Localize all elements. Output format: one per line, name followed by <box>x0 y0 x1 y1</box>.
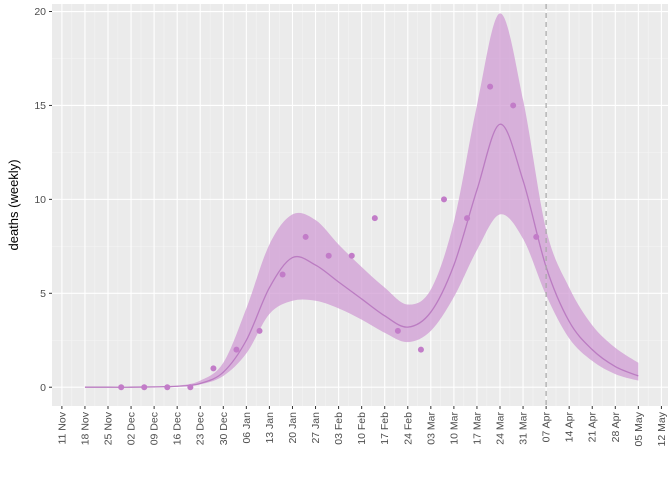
observed-point <box>210 365 217 372</box>
y-tick-label: 20 <box>34 6 46 18</box>
x-tick-label: 27 Jan <box>310 412 322 444</box>
observed-point <box>441 196 447 203</box>
observed-point <box>348 252 355 259</box>
x-tick-label: 13 Jan <box>264 412 276 444</box>
x-tick-label: 14 Apr <box>564 412 576 443</box>
x-tick-label: 10 Mar <box>448 412 460 445</box>
x-tick-label: 21 Apr <box>587 412 599 443</box>
x-tick-label: 24 Mar <box>495 412 507 445</box>
x-tick-label: 05 May <box>633 411 645 446</box>
y-tick-label: 0 <box>40 382 46 394</box>
observed-point <box>118 384 125 391</box>
x-tick-label: 18 Nov <box>79 411 91 445</box>
x-tick-label: 23 Dec <box>195 412 207 445</box>
x-tick-label: 30 Dec <box>218 412 230 445</box>
x-tick-label: 09 Dec <box>149 412 161 445</box>
observed-point <box>279 271 286 278</box>
x-tick-label: 17 Mar <box>471 412 483 445</box>
observed-point <box>302 233 309 240</box>
x-tick-label: 10 Feb <box>356 412 368 445</box>
x-tick-label: 02 Dec <box>126 412 138 445</box>
observed-point <box>487 83 494 90</box>
x-axis: 11 Nov 18 Nov 25 Nov 02 Dec 09 Dec 16 Dec 23 D… <box>56 406 668 446</box>
x-tick-label: 07 Apr <box>541 412 553 443</box>
observed-point <box>417 346 424 353</box>
x-tick-label: 20 Jan <box>287 412 299 444</box>
y-tick-label: 15 <box>34 100 46 112</box>
x-tick-label: 31 Mar <box>518 412 530 445</box>
observed-points-layer <box>118 83 540 391</box>
confidence-ribbon <box>84 13 639 388</box>
observed-point <box>510 102 517 109</box>
y-tick-label: 5 <box>40 288 46 300</box>
y-axis-title: deaths (weekly) <box>6 159 21 250</box>
x-tick-label: 03 Mar <box>425 412 437 445</box>
y-tick-label: 10 <box>34 194 46 206</box>
observed-point <box>187 384 194 391</box>
x-tick-label: 16 Dec <box>172 412 184 445</box>
observed-point <box>256 327 263 334</box>
x-tick-label: 24 Feb <box>402 412 414 445</box>
x-tick-label: 03 Feb <box>333 412 345 445</box>
x-tick-label: 11 Nov <box>56 411 68 444</box>
observed-point <box>371 215 378 222</box>
observed-point <box>233 346 240 353</box>
observed-point <box>464 215 471 222</box>
x-tick-label: 17 Feb <box>379 412 391 445</box>
observed-point <box>533 233 540 240</box>
observed-point <box>394 327 401 334</box>
y-axis: 0 5 10 15 20 <box>34 6 52 394</box>
observed-point <box>325 252 332 259</box>
x-tick-label: 12 May <box>656 411 668 446</box>
x-tick-label: 28 Apr <box>610 411 622 442</box>
observed-point <box>164 384 171 391</box>
observed-point <box>141 384 148 391</box>
x-tick-label: 06 Jan <box>241 412 253 444</box>
x-tick-label: 25 Nov <box>103 411 115 445</box>
confidence-ribbon-layer <box>84 13 639 388</box>
